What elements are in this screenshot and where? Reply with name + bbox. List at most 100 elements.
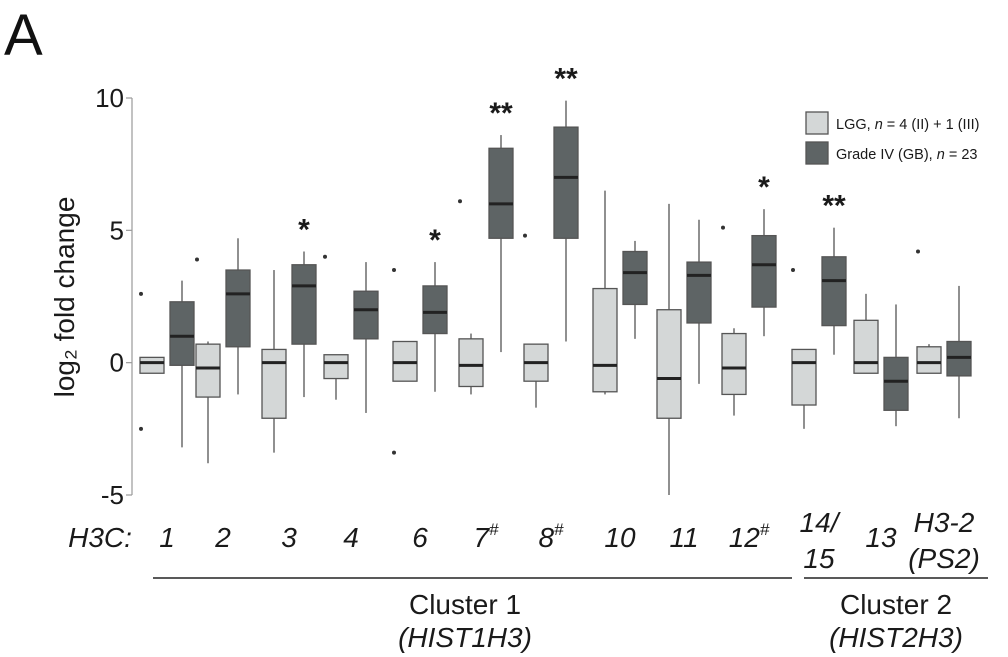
outlier-point <box>458 199 462 204</box>
lgg-box-3 <box>261 270 287 453</box>
lgg-box-7 <box>523 233 549 408</box>
panel-label: A <box>4 3 43 68</box>
category-label: 12# <box>729 520 770 553</box>
box-iqr <box>791 348 817 406</box>
box-iqr <box>553 126 579 239</box>
significance-marker: * <box>298 214 310 247</box>
lgg-box-8 <box>592 190 618 395</box>
cluster-name: Cluster 2 <box>840 589 952 620</box>
gb-box-4 <box>353 262 379 413</box>
lgg-box-6 <box>458 199 484 395</box>
outlier-point <box>139 291 143 296</box>
lgg-box-2 <box>195 257 221 464</box>
lgg-box-11 <box>791 268 817 429</box>
box-iqr <box>422 285 448 335</box>
category-label: 7# <box>473 520 499 553</box>
box-iqr <box>916 346 942 374</box>
category-label: 11 <box>669 522 698 553</box>
cluster-name: Cluster 1 <box>409 589 521 620</box>
significance-marker: ** <box>489 97 513 130</box>
box-iqr <box>169 301 195 366</box>
box-iqr <box>261 348 287 419</box>
category-label: 10 <box>604 522 636 553</box>
cluster-annotations: Cluster 1(HIST1H3) Cluster 2(HIST2H3) <box>153 577 988 653</box>
significance-marker: * <box>429 224 441 257</box>
box-iqr <box>751 234 777 308</box>
box-iqr <box>622 250 648 306</box>
y-tick-label: 10 <box>95 83 124 113</box>
outlier-point <box>721 225 725 230</box>
significance-marker: ** <box>554 63 578 96</box>
legend: LGG, n = 4 (II) + 1 (III) Grade IV (GB), … <box>805 111 979 165</box>
box-iqr <box>195 343 221 398</box>
gb-box-6 <box>488 135 514 353</box>
lgg-box-13 <box>916 249 942 374</box>
box-iqr <box>458 338 484 388</box>
box-iqr <box>821 256 847 327</box>
category-label: 8# <box>538 520 564 553</box>
outlier-point <box>392 450 396 455</box>
outlier-point <box>195 257 199 262</box>
lgg-box-1 <box>139 291 165 431</box>
outlier-point <box>139 426 143 431</box>
box-iqr <box>592 287 618 393</box>
outlier-point <box>791 268 795 273</box>
y-axis: -5 0 5 10 <box>95 83 133 510</box>
gb-box-12 <box>883 304 909 427</box>
legend-swatch <box>805 141 829 165</box>
y-tick-label: 0 <box>110 348 124 378</box>
category-label: 1 <box>159 522 175 553</box>
lgg-box-4 <box>323 254 349 400</box>
legend-label: LGG, n = 4 (II) + 1 (III) <box>836 117 979 133</box>
cluster-subtitle: (HIST1H3) <box>398 622 532 653</box>
lgg-box-5 <box>392 268 418 455</box>
category-label: H3-2 (PS2) <box>908 507 980 574</box>
gb-box-8 <box>622 240 648 339</box>
box-iqr <box>883 356 909 411</box>
outlier-point <box>916 249 920 254</box>
box-iqr <box>656 309 682 419</box>
gb-box-7 <box>553 100 579 342</box>
lgg-box-12 <box>853 293 879 374</box>
box-iqr <box>225 269 251 348</box>
category-label: 2 <box>214 522 231 553</box>
gb-box-5 <box>422 262 448 392</box>
legend-swatch <box>805 111 829 135</box>
box-iqr <box>139 356 165 374</box>
outlier-point <box>323 254 327 259</box>
box-iqr <box>853 319 879 374</box>
significance-marker: ** <box>822 190 846 223</box>
box-iqr <box>488 147 514 239</box>
significance-marker: * <box>758 171 770 204</box>
category-label: 3 <box>281 522 297 553</box>
category-label: 13 <box>865 522 897 553</box>
outlier-point <box>392 268 396 273</box>
gb-box-1 <box>169 280 195 448</box>
significance-markers: * ******** <box>298 63 846 257</box>
lgg-box-10 <box>721 225 747 416</box>
gb-box-2 <box>225 238 251 395</box>
y-axis-label: log₂ fold change <box>49 197 80 398</box>
box-iqr <box>721 332 747 396</box>
gb-box-3 <box>291 251 317 398</box>
category-label: 14/15 <box>800 507 842 574</box>
category-label: 4 <box>343 522 359 553</box>
lgg-box-9 <box>656 203 682 495</box>
x-axis-labels: H3C: 1 2 3 4 6 7# 8# 10 11 12# 14/15 13 H3-2 (PS2) <box>68 507 980 574</box>
box-iqr <box>323 354 349 380</box>
gb-box-10 <box>751 209 777 337</box>
y-tick-label: -5 <box>101 480 124 510</box>
box-series <box>139 100 972 495</box>
cluster-subtitle: (HIST2H3) <box>829 622 963 653</box>
legend-label: Grade IV (GB), n = 23 <box>836 147 977 163</box>
box-iqr <box>353 290 379 340</box>
gb-box-11 <box>821 227 847 355</box>
gb-box-9 <box>686 219 712 384</box>
gb-box-13 <box>946 285 972 419</box>
category-label: 6 <box>412 522 428 553</box>
gene-prefix-label: H3C: <box>68 522 132 553</box>
box-iqr <box>686 261 712 324</box>
outlier-point <box>523 233 527 238</box>
